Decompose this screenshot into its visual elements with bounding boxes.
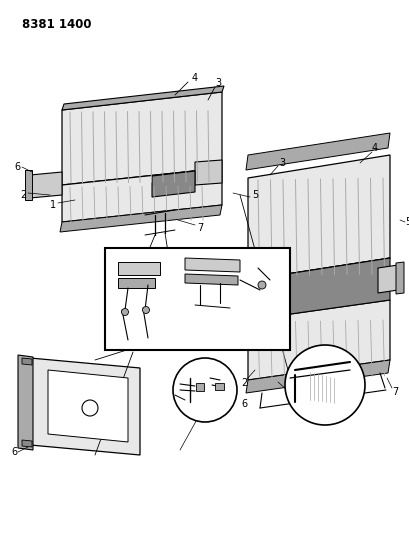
Circle shape: [142, 306, 149, 313]
Text: 2: 2: [240, 378, 247, 388]
Polygon shape: [152, 171, 195, 197]
Text: 3: 3: [278, 158, 284, 168]
Text: 6: 6: [14, 162, 20, 172]
Text: 6: 6: [11, 447, 17, 457]
Circle shape: [168, 179, 178, 189]
Polygon shape: [62, 86, 223, 110]
Text: 10: 10: [265, 259, 277, 268]
Circle shape: [82, 400, 98, 416]
Polygon shape: [195, 160, 221, 185]
Circle shape: [257, 281, 265, 289]
Polygon shape: [184, 258, 239, 272]
Polygon shape: [225, 292, 252, 318]
Circle shape: [284, 345, 364, 425]
Text: 3: 3: [214, 78, 220, 88]
Text: 11: 11: [333, 358, 345, 368]
Polygon shape: [184, 274, 237, 285]
Text: 6: 6: [240, 399, 247, 409]
Bar: [196, 383, 204, 391]
Polygon shape: [118, 262, 160, 275]
Text: 7: 7: [149, 308, 155, 317]
Text: 8: 8: [217, 319, 222, 328]
Circle shape: [121, 309, 128, 316]
Polygon shape: [25, 170, 32, 200]
Text: 4: 4: [191, 73, 198, 83]
Polygon shape: [62, 92, 221, 185]
Polygon shape: [245, 258, 389, 290]
Bar: [105, 248, 289, 350]
Text: 5: 5: [251, 190, 258, 200]
Polygon shape: [377, 265, 397, 293]
Text: 6: 6: [229, 315, 236, 325]
Text: 1: 1: [286, 388, 292, 398]
Text: 4: 4: [371, 143, 377, 153]
Text: 12: 12: [222, 370, 233, 379]
Polygon shape: [30, 172, 62, 198]
Polygon shape: [18, 355, 33, 450]
Polygon shape: [247, 258, 389, 320]
Polygon shape: [60, 205, 221, 232]
Text: 8: 8: [110, 340, 116, 349]
Text: 5: 5: [229, 257, 234, 266]
Polygon shape: [22, 358, 32, 365]
Polygon shape: [118, 278, 155, 288]
Text: 2: 2: [20, 190, 26, 200]
Text: 8381 1400: 8381 1400: [22, 18, 91, 31]
Text: 5: 5: [404, 217, 409, 227]
Polygon shape: [395, 262, 403, 294]
Text: 1: 1: [50, 200, 56, 210]
Circle shape: [173, 358, 236, 422]
Bar: [214, 383, 223, 390]
Polygon shape: [22, 440, 32, 447]
Text: 7: 7: [196, 223, 202, 233]
Text: 9: 9: [192, 312, 198, 321]
Polygon shape: [245, 360, 389, 393]
Polygon shape: [247, 155, 389, 280]
Polygon shape: [30, 358, 139, 455]
Polygon shape: [62, 168, 221, 222]
Polygon shape: [48, 370, 128, 442]
Polygon shape: [247, 300, 389, 380]
Text: 7: 7: [391, 387, 397, 397]
Polygon shape: [220, 289, 227, 321]
Polygon shape: [245, 133, 389, 170]
